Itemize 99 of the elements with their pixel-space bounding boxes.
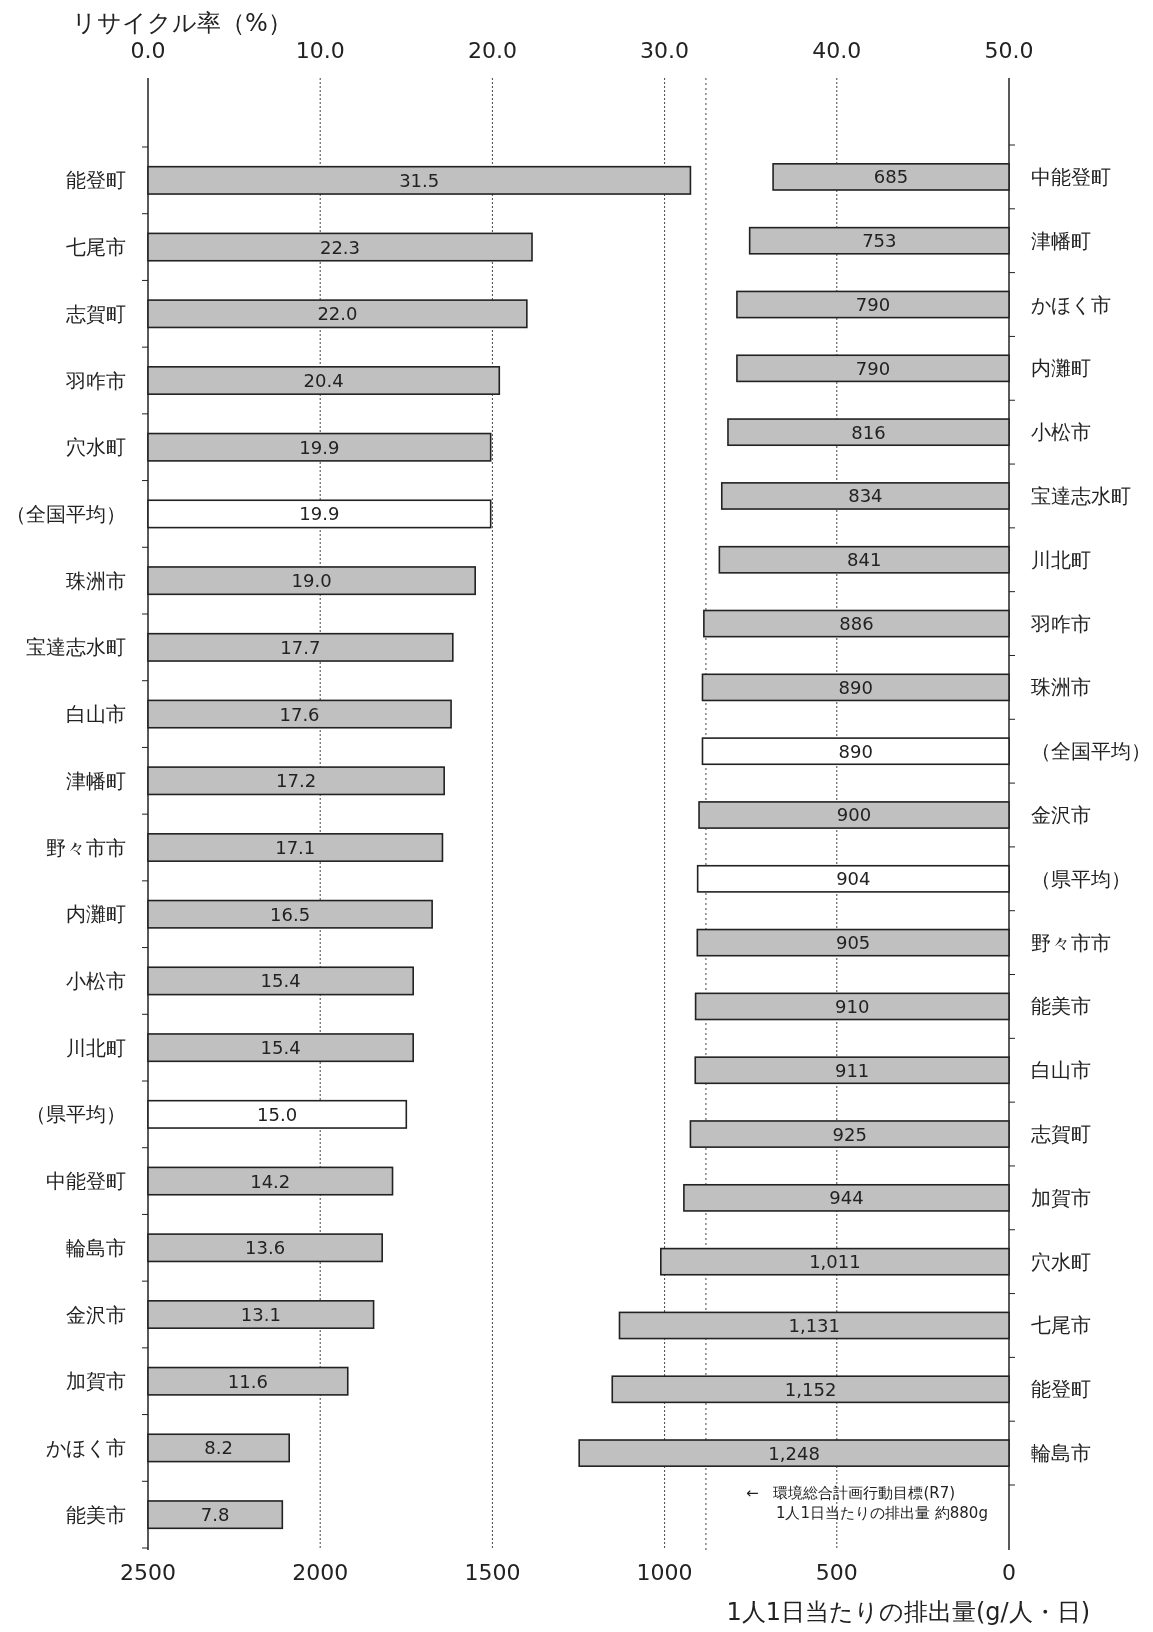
y-tick-label: かほく市 [1031,292,1111,317]
y-tick-label: 白山市 [1031,1058,1091,1083]
y-tick-label: （全国平均） [1031,739,1151,764]
y-tick-label: （県平均） [1031,866,1131,891]
y-tick-label: かほく市 [46,1435,126,1460]
y-tick-label: 能美市 [1031,994,1091,1019]
data-label: 11.6 [227,1370,268,1392]
y-tick-label: 輪島市 [66,1235,126,1260]
data-label: 1,152 [784,1378,837,1400]
data-label: 22.0 [317,303,358,325]
data-label: 17.6 [279,703,320,725]
data-label: 13.1 [240,1303,281,1325]
x-axis-title: リサイクル率（%） [72,9,292,37]
y-tick-label: 羽咋市 [65,368,126,393]
data-label: 900 [836,804,872,826]
y-tick-label: （全国平均） [6,501,126,526]
y-tick-label: 金沢市 [66,1302,126,1327]
y-tick-label: 志賀町 [1031,1122,1091,1147]
x-tick-label: 500 [815,1560,858,1585]
data-label: 890 [838,740,873,762]
data-label: 904 [836,868,871,890]
y-tick-label: 小松市 [66,968,126,993]
y-tick-label: 能登町 [1031,1377,1091,1402]
x-tick-label: 0.0 [130,38,166,63]
y-tick-label: 津幡町 [66,768,126,793]
y-tick-label: 津幡町 [1031,228,1091,253]
data-label: 1,011 [809,1251,861,1273]
data-label: 19.0 [291,570,332,592]
x-tick-label: 30.0 [640,38,690,63]
y-tick-label: 珠洲市 [1031,675,1091,700]
y-tick-label: 川北町 [66,1035,126,1060]
y-tick-label: 輪島市 [1031,1441,1091,1466]
data-label: 944 [829,1187,864,1209]
x-tick-label: 50.0 [984,38,1034,63]
data-label: 834 [848,485,883,507]
y-tick-label: 中能登町 [1031,164,1111,189]
y-tick-label: 七尾市 [66,235,126,260]
data-label: 841 [847,549,882,571]
data-label: 911 [834,1059,870,1081]
data-label: 910 [835,995,870,1017]
data-label: 905 [835,932,871,954]
y-tick-label: 内灘町 [66,902,126,927]
x-tick-label: 40.0 [812,38,862,63]
data-label: 685 [873,166,909,188]
y-tick-label: 七尾市 [1031,1313,1091,1338]
x-tick-label: 10.0 [295,38,345,63]
x-tick-label: 1500 [464,1560,521,1585]
data-label: 15.4 [260,970,301,992]
y-tick-label: 羽咋市 [1030,611,1091,636]
y-tick-label: 野々市市 [46,835,126,860]
y-tick-label: 宝達志水町 [1031,483,1131,508]
data-label: 816 [851,421,886,443]
x-tick-label: 20.0 [467,38,517,63]
data-label: 7.8 [200,1504,230,1526]
data-label: 925 [832,1123,867,1145]
ref-line-label: ← 環境総合計画行動目標(R7) 1人1日当たりの排出量 約880g [745,1484,988,1522]
y-tick-label: 中能登町 [46,1169,126,1194]
data-label: 14.2 [250,1170,291,1192]
x-axis-title: 1人1日当たりの排出量(g/人・日) [726,1598,1090,1626]
y-tick-label: 能登町 [66,168,126,193]
data-label: 8.2 [204,1437,233,1459]
data-label: 790 [855,294,891,315]
x-tick-label: 1000 [636,1560,693,1585]
data-label: 31.5 [399,169,440,191]
y-tick-label: 穴水町 [66,435,126,460]
y-tick-label: 宝達志水町 [26,635,126,660]
data-label: 15.0 [257,1103,298,1125]
data-label: 790 [855,357,891,379]
data-label: 17.7 [280,636,321,658]
data-label: 22.3 [319,236,361,258]
y-tick-label: 白山市 [66,702,126,727]
y-tick-label: 金沢市 [1031,803,1091,827]
data-label: 19.9 [299,436,340,458]
data-label: 17.2 [276,770,317,792]
data-label: 19.9 [299,503,340,525]
y-tick-label: 内灘町 [1031,356,1091,381]
x-tick-label: 0 [1002,1560,1016,1585]
data-label: 16.5 [270,903,311,925]
y-tick-label: 川北町 [1031,547,1091,572]
y-tick-label: 珠洲市 [66,568,126,593]
data-label: 17.1 [275,836,316,858]
y-tick-label: 能美市 [66,1502,126,1527]
data-label: 15.4 [260,1037,301,1059]
data-label: 1,131 [788,1314,841,1336]
data-label: 753 [862,230,897,252]
x-tick-label: 2500 [120,1560,176,1585]
x-tick-label: 2000 [292,1560,349,1585]
data-label: 886 [839,613,874,635]
data-label: 20.4 [303,369,344,391]
y-tick-label: 穴水町 [1031,1249,1091,1274]
data-label: 1,248 [768,1442,820,1464]
y-tick-label: 小松市 [1031,420,1091,445]
y-tick-label: 野々市市 [1031,930,1111,955]
y-tick-label: 加賀市 [1031,1185,1091,1210]
y-tick-label: 志賀町 [66,301,126,326]
data-label: 13.6 [245,1237,286,1259]
y-tick-label: 加賀市 [66,1369,126,1394]
y-tick-label: （県平均） [26,1102,126,1127]
data-label: 890 [838,676,873,698]
